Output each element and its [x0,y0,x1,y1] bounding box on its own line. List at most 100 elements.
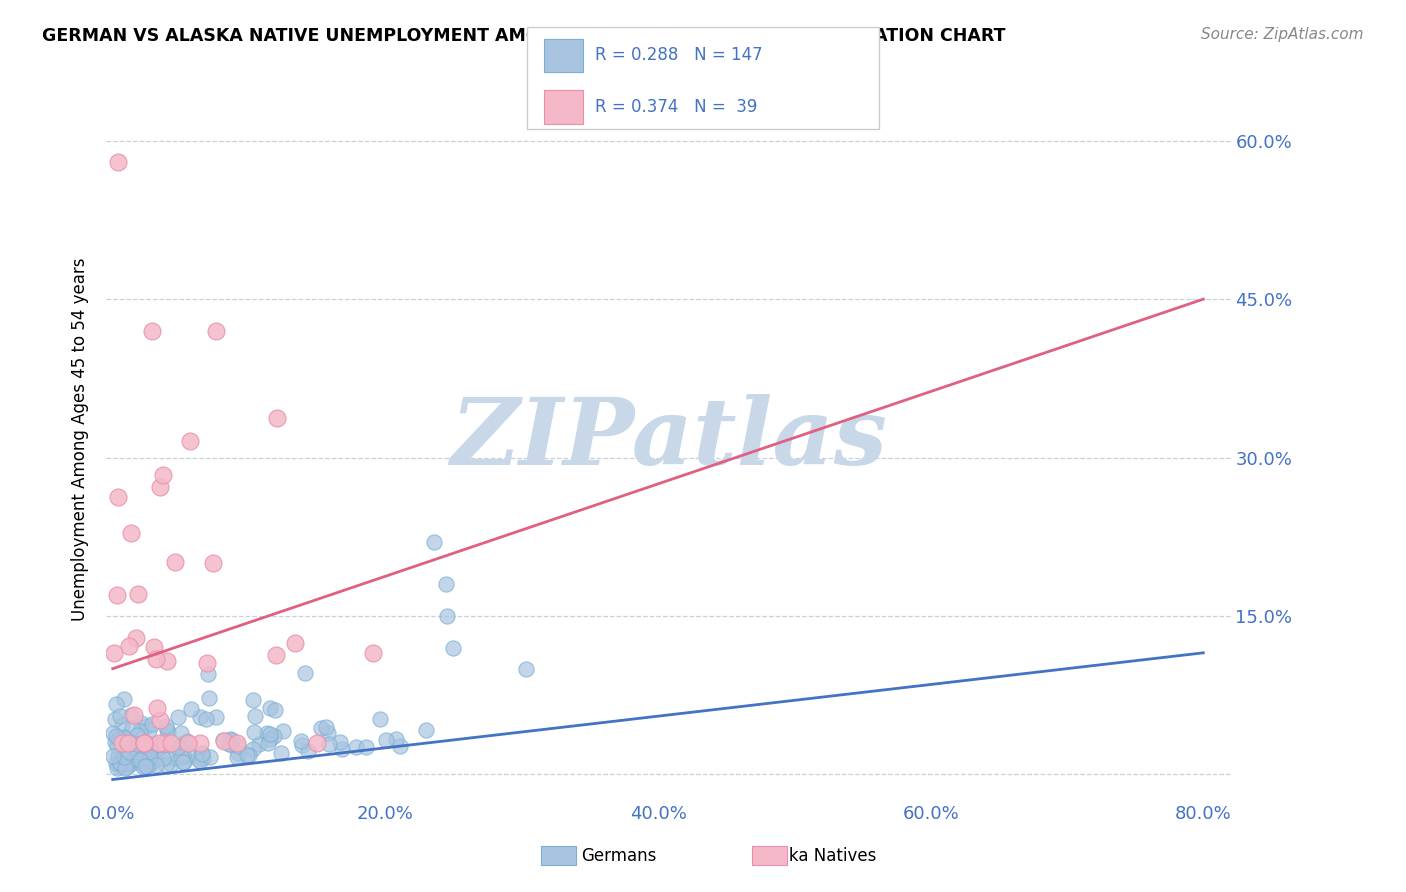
Point [138,740,160,755]
Point [125,737,148,751]
Point [115,756,138,770]
Point [114,731,136,745]
Text: Germans: Germans [581,847,657,865]
Point [436,608,458,623]
Point [218,737,240,751]
Point [146,700,169,714]
Point [172,755,194,769]
Point [121,741,143,756]
Point [139,742,162,756]
Point [205,324,228,338]
Point [103,646,125,660]
Point [212,734,235,748]
Point [122,756,145,770]
Point [107,490,129,504]
Point [264,703,287,717]
Point [270,746,292,760]
Text: ZIPatlas: ZIPatlas [450,394,887,484]
Point [291,738,314,752]
Point [141,717,163,731]
Point [515,662,537,676]
Point [114,760,136,774]
Point [141,324,163,338]
Point [136,745,159,759]
Point [114,746,136,760]
Point [122,742,145,756]
Point [160,757,183,772]
Point [142,640,165,654]
Point [172,748,194,763]
Point [294,666,316,681]
Text: R = 0.374   N =  39: R = 0.374 N = 39 [595,98,756,116]
Point [105,729,128,743]
Point [179,434,201,448]
Point [218,737,240,751]
Point [318,737,340,751]
Point [180,702,202,716]
Point [129,723,152,738]
Point [173,755,195,769]
Point [143,743,166,757]
Point [374,733,396,747]
Point [132,735,155,749]
Point [129,716,152,731]
Point [195,657,218,671]
Point [103,726,125,740]
Text: GERMAN VS ALASKA NATIVE UNEMPLOYMENT AMONG AGES 45 TO 54 YEARS CORRELATION CHART: GERMAN VS ALASKA NATIVE UNEMPLOYMENT AMO… [42,27,1005,45]
Point [307,735,329,749]
Point [176,736,198,750]
Point [228,746,250,760]
Point [170,737,193,751]
Point [330,742,353,756]
Point [118,756,141,770]
Point [120,526,142,541]
Point [105,761,128,775]
Point [165,555,187,569]
Point [169,750,191,764]
Point [127,745,149,759]
Point [105,756,128,771]
Point [188,754,211,768]
Point [264,648,287,662]
Point [191,746,214,760]
Point [135,752,157,766]
Point [145,651,167,665]
Point [354,740,377,755]
Point [138,752,160,766]
Point [188,735,211,749]
Point [159,735,181,749]
Point [108,758,131,772]
Point [316,726,339,740]
Point [163,751,186,765]
Point [146,745,169,759]
Point [219,731,242,746]
Point [129,753,152,767]
Point [124,751,146,765]
Point [108,756,131,771]
Point [370,713,392,727]
Point [236,747,259,762]
Text: Alaska Natives: Alaska Natives [754,847,877,865]
Point [226,739,249,754]
Point [388,739,411,753]
Point [177,735,200,749]
Point [226,750,249,764]
Point [139,757,162,772]
Point [187,752,209,766]
Point [112,750,135,764]
Point [221,733,243,747]
Point [176,733,198,747]
Point [249,737,271,751]
Point [122,707,145,722]
Point [111,735,134,749]
Point [290,733,312,747]
Point [152,751,174,765]
Point [155,757,177,772]
Point [134,735,156,749]
Point [115,760,138,774]
Point [257,736,280,750]
Point [107,748,129,763]
Point [135,758,157,772]
Point [329,735,352,749]
Point [118,757,141,772]
